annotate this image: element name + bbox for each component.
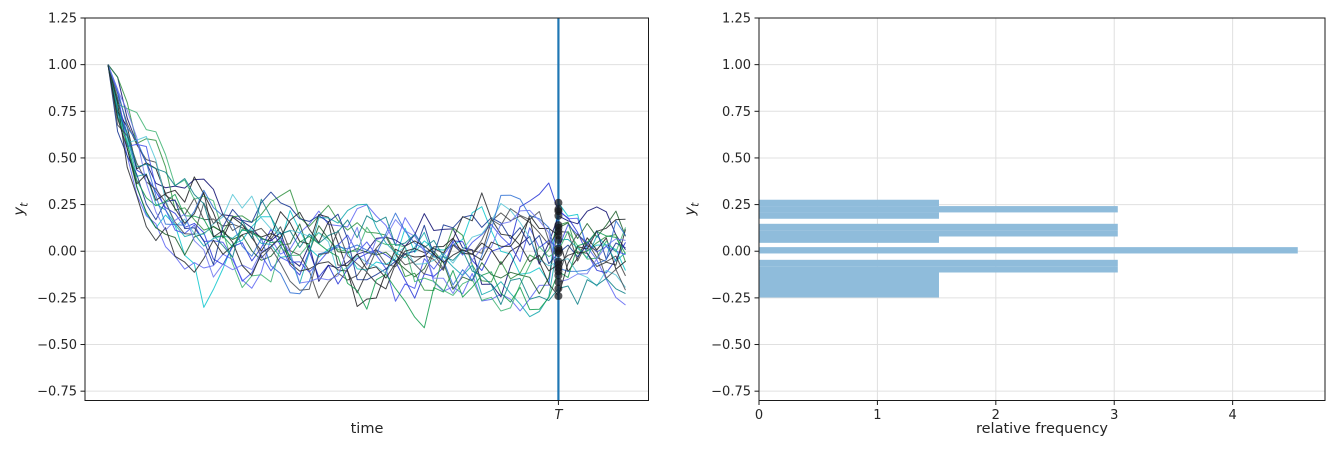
series-path [107, 64, 626, 298]
x-tick-label: 4 [1228, 408, 1236, 423]
y-tick-label: 1.00 [722, 58, 751, 73]
x-axis-label-relative-frequency: relative frequency [975, 421, 1109, 437]
series-path [107, 64, 626, 297]
y-axis-label-left-subscript: t [17, 202, 31, 207]
y-tick-label: 0.75 [48, 105, 77, 120]
series-path [107, 64, 626, 294]
y-tick-label: −0.50 [37, 338, 77, 353]
histogram-bar [759, 199, 939, 207]
histogram-bar [759, 266, 1118, 273]
series-path [107, 64, 626, 307]
y-tick-label: −0.25 [37, 291, 77, 306]
axes-spines-left-plot [84, 17, 649, 401]
y-tick-label: 0.00 [48, 245, 77, 260]
y-tick-label: 0.75 [722, 105, 751, 120]
histogram-bar [759, 272, 939, 298]
series-path [107, 64, 626, 281]
series-path [107, 64, 626, 294]
series-path [107, 64, 626, 312]
scatter-dot [554, 292, 563, 301]
x-tick-label: 3 [1110, 408, 1118, 423]
series-path [107, 64, 626, 308]
y-tick-label: 0.50 [48, 151, 77, 166]
series-path [107, 64, 626, 291]
y-tick-label: 0.50 [722, 151, 751, 166]
scatter-dot [554, 278, 563, 287]
histogram-bar [759, 212, 939, 219]
histogram-bar [759, 206, 1118, 213]
y-axis-label-left: yt [12, 203, 31, 216]
histogram-bar [759, 247, 1298, 254]
x-tick-label: 0 [755, 408, 763, 423]
scatter-dot [554, 249, 563, 258]
histogram-bar [759, 236, 939, 243]
x-tick-label-T: T [554, 408, 563, 423]
series-path [107, 64, 626, 295]
x-axis-label-time: time [350, 421, 384, 437]
x-tick-label: 1 [873, 408, 881, 423]
histogram-bar [759, 230, 1118, 237]
series-path [107, 64, 626, 329]
y-axis-label-right: yt [683, 203, 702, 216]
y-tick-label: 1.25 [722, 12, 751, 27]
x-tick-label: 2 [992, 408, 1000, 423]
scatter-dot [554, 198, 563, 207]
y-axis-label-right-subscript: t [688, 202, 702, 207]
y-tick-label: −0.75 [711, 385, 751, 400]
y-tick-label: −0.75 [37, 385, 77, 400]
y-tick-label: 0.00 [722, 245, 751, 260]
series-path [107, 64, 626, 305]
scatter-dot [554, 236, 563, 245]
histogram-bar [759, 223, 1118, 231]
y-tick-label: −0.50 [711, 338, 751, 353]
histogram-bar [759, 259, 1118, 267]
scatter-dot [554, 284, 563, 293]
y-tick-label: 1.00 [48, 58, 77, 73]
y-tick-label: 0.25 [48, 198, 77, 213]
scatter-dot [554, 211, 563, 220]
scatter-dot [554, 271, 563, 280]
series-path [107, 64, 626, 295]
series-path [107, 64, 626, 299]
y-tick-label: −0.25 [711, 291, 751, 306]
axes-spines-right-plot [758, 17, 1326, 401]
y-axis-label-left-symbol: y [11, 206, 28, 216]
y-tick-label: 1.25 [48, 12, 77, 27]
y-axis-label-right-symbol: y [682, 206, 699, 216]
y-tick-label: 0.25 [722, 198, 751, 213]
